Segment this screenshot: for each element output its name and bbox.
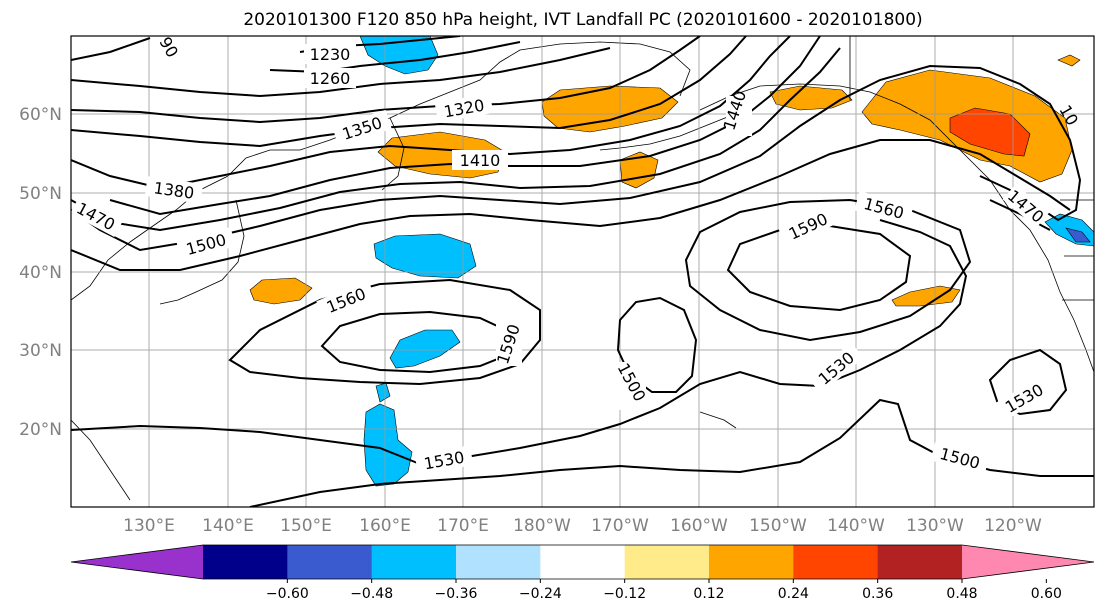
plot-frame	[70, 35, 1095, 508]
shade-orange-east	[891, 285, 961, 307]
contour-1530-main	[71, 219, 968, 466]
colorbar-tick-label: 0.48	[946, 586, 977, 601]
shade-darkblue-westcoast	[1065, 227, 1091, 243]
lat-label-60N: 60°N	[19, 105, 62, 125]
colorbar-tick-label: −0.12	[603, 586, 646, 601]
shade-orange-ne	[1057, 54, 1081, 67]
lon-label-170W: 170°W	[591, 516, 649, 536]
colorbar-tick-label: −0.60	[266, 586, 309, 601]
lon-label-170E: 170°E	[437, 516, 489, 536]
contour-1560-east	[684, 198, 972, 342]
contour-90	[71, 37, 151, 61]
lon-label-150E: 150°E	[280, 516, 332, 536]
contour-label-1410: 1410	[460, 151, 501, 170]
lon-label-140W: 140°W	[827, 516, 885, 536]
colorbar-tick-label: 0.60	[1031, 586, 1062, 601]
colorbar-cell	[624, 545, 710, 579]
contour-1590-east	[726, 224, 912, 312]
lon-label-160E: 160°E	[359, 516, 411, 536]
lon-label-120W: 120°W	[984, 516, 1042, 536]
coast-alaska	[699, 83, 1094, 373]
contour-label-1260: 1260	[310, 69, 351, 88]
lon-label-140E: 140°E	[202, 516, 254, 536]
coast-hawaii	[699, 411, 737, 429]
colorbar-extend-low	[71, 545, 203, 579]
shade-blue-tropics	[363, 403, 413, 487]
map-title: 2020101300 F120 850 hPa height, IVT Land…	[243, 10, 922, 30]
shade-blue-small	[375, 382, 391, 403]
colorbar-cell	[709, 545, 794, 579]
colorbar-extend-high	[962, 545, 1094, 579]
lat-label-50N: 50°N	[19, 184, 62, 204]
colorbar-tick-label: 0.12	[693, 586, 724, 601]
plot-area: 1230 1260 90 1320 1350 1380 1410 1440 14…	[71, 36, 1094, 507]
grid-layer	[71, 36, 1094, 507]
shade-orange-gulf	[769, 85, 853, 111]
lat-label-30N: 30°N	[19, 341, 62, 361]
lon-label-180W: 180°W	[513, 516, 571, 536]
colorbar-cell	[793, 545, 879, 579]
contour-1410	[109, 36, 821, 216]
coast-kamchatka	[381, 117, 405, 191]
colorbar-cell	[877, 545, 963, 579]
colorbar-ticks: −0.60 −0.48 −0.36 −0.24 −0.12 0.12 0.24 0.36 0.4…	[266, 579, 1062, 602]
colorbar-cell	[540, 545, 626, 579]
colorbar-cell	[287, 545, 373, 579]
colorbar-tick-label: 0.36	[862, 586, 893, 601]
shading-layer	[249, 36, 1094, 487]
shade-red-alaska	[949, 107, 1031, 157]
colorbar-tick-label: −0.36	[435, 586, 478, 601]
lon-axis: 130°E 140°E 150°E 160°E 170°E 180°W 170°…	[123, 516, 1042, 536]
contour-1500-north	[71, 139, 1071, 271]
lat-label-40N: 40°N	[19, 263, 62, 283]
colorbar-tick-label: −0.48	[350, 586, 393, 601]
shade-blue-subtrop	[389, 329, 461, 369]
lon-label-160W: 160°W	[670, 516, 728, 536]
lon-label-150W: 150°W	[749, 516, 807, 536]
contour-1440	[71, 47, 841, 232]
colorbar: −0.60 −0.48 −0.36 −0.24 −0.12 0.12 0.24 0.36 0.4…	[70, 544, 1095, 602]
contour-label-1230: 1230	[310, 45, 351, 64]
lon-label-130E: 130°E	[123, 516, 175, 536]
colorbar-cell	[203, 545, 288, 579]
lon-label-130W: 130°W	[906, 516, 964, 536]
contour-1470	[71, 64, 1082, 252]
coast-aleutians	[599, 111, 741, 151]
lat-label-20N: 20°N	[19, 420, 62, 440]
shade-orange-bering	[541, 85, 679, 133]
lat-axis: 60°N 50°N 40°N 30°N 20°N	[19, 105, 62, 440]
contour-1350	[71, 36, 747, 148]
colorbar-outline	[70, 544, 1095, 580]
colorbar-cell	[371, 545, 457, 579]
colorbar-cell	[456, 545, 541, 579]
colorbar-cells	[70, 544, 1095, 580]
coast-japan	[159, 199, 245, 305]
colorbar-tick-label: 0.24	[778, 586, 809, 601]
colorbar-tick-label: −0.24	[519, 586, 562, 601]
